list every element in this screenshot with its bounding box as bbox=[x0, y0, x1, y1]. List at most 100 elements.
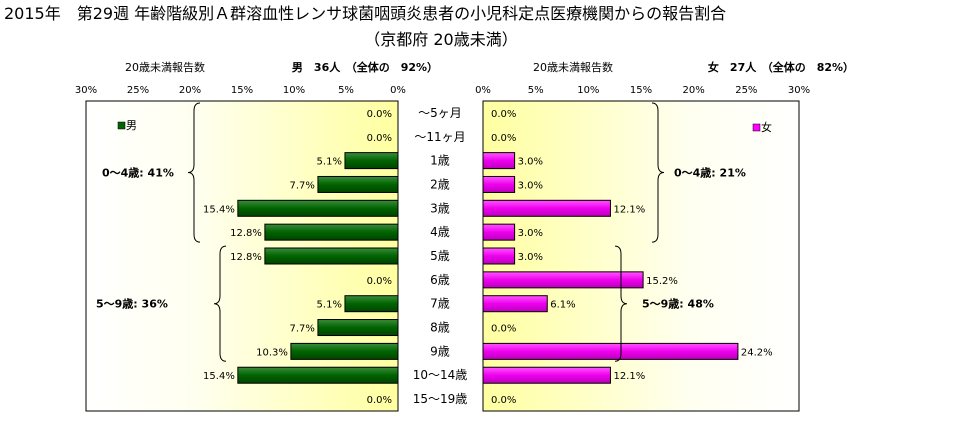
female-bar-8 bbox=[482, 271, 644, 289]
female-value-label-1: 0.0% bbox=[491, 109, 516, 120]
male-tick-label: 10% bbox=[283, 85, 305, 96]
female-value-label-3: 3.0% bbox=[518, 157, 543, 168]
male-tick-label: 30% bbox=[75, 85, 97, 96]
male-group-brace-1 bbox=[187, 102, 201, 243]
male-bar-5 bbox=[237, 199, 399, 217]
category-label-11: 9歳 bbox=[430, 344, 450, 358]
female-tick-label: 5% bbox=[528, 85, 544, 96]
category-label-1: ～5ヶ月 bbox=[418, 106, 462, 120]
female-bar-5 bbox=[482, 199, 611, 217]
male-header-total: 男 36人 （全体の 92%） bbox=[292, 60, 438, 74]
male-tick-label: 0% bbox=[390, 85, 406, 96]
male-value-label-5: 15.4% bbox=[203, 204, 235, 215]
category-label-8: 6歳 bbox=[430, 273, 450, 287]
male-bar-3 bbox=[344, 152, 399, 170]
female-bar-6 bbox=[482, 223, 516, 241]
male-panel: 20歳未満報告数 男 36人 （全体の 92%） 30% 25% 20% 15% 10%… bbox=[75, 60, 438, 412]
male-bar-10 bbox=[317, 319, 399, 337]
female-bar-9 bbox=[482, 295, 548, 313]
female-legend: 女 bbox=[752, 120, 772, 134]
female-value-label-2: 0.0% bbox=[491, 133, 516, 144]
male-value-label-9: 5.1% bbox=[317, 300, 342, 311]
female-tick-label: 15% bbox=[630, 85, 652, 96]
male-value-label-10: 7.7% bbox=[290, 324, 315, 335]
male-header-count-label: 20歳未満報告数 bbox=[125, 61, 205, 74]
male-tick-label: 25% bbox=[127, 85, 149, 96]
male-legend-label: 男 bbox=[126, 119, 137, 132]
male-tick-label: 15% bbox=[231, 85, 253, 96]
female-value-label-7: 3.0% bbox=[518, 252, 543, 263]
female-axis-ticks: 0% 5% 10% 15% 20% 25% 30% bbox=[475, 85, 810, 96]
category-label-10: 8歳 bbox=[430, 321, 450, 335]
male-value-label-8: 0.0% bbox=[367, 276, 392, 287]
female-value-label-4: 3.0% bbox=[518, 180, 543, 191]
male-value-label-2: 0.0% bbox=[367, 133, 392, 144]
female-value-label-8: 15.2% bbox=[646, 276, 678, 287]
male-tick-label: 5% bbox=[338, 85, 354, 96]
female-bar-7 bbox=[482, 247, 516, 265]
category-label-4: 2歳 bbox=[430, 177, 450, 191]
female-value-label-6: 3.0% bbox=[518, 228, 543, 239]
male-age-groups: 0～4歳: 41% 5～9歳: 36% bbox=[96, 102, 227, 362]
male-bar-6 bbox=[264, 223, 399, 241]
male-group-brace-2 bbox=[213, 245, 227, 362]
female-bar-12 bbox=[482, 366, 611, 384]
female-bar-11 bbox=[482, 342, 739, 360]
category-label-5: 3歳 bbox=[430, 201, 450, 215]
male-bar-9 bbox=[344, 295, 399, 313]
male-bar-11 bbox=[290, 342, 399, 360]
female-bar-4 bbox=[482, 175, 516, 193]
female-tick-label: 30% bbox=[788, 85, 810, 96]
female-value-label-5: 12.1% bbox=[613, 204, 645, 215]
female-group-brace-2 bbox=[614, 245, 628, 362]
female-tick-label: 20% bbox=[683, 85, 705, 96]
male-value-label-11: 10.3% bbox=[256, 347, 288, 358]
female-legend-swatch bbox=[752, 123, 761, 132]
category-label-9: 7歳 bbox=[430, 297, 450, 311]
female-group-label-1: 0～4歳: 21% bbox=[674, 166, 746, 180]
male-bar-7 bbox=[264, 247, 399, 265]
category-label-13: 15～19歳 bbox=[413, 392, 468, 406]
female-legend-label: 女 bbox=[761, 120, 772, 134]
category-label-7: 5歳 bbox=[430, 249, 450, 263]
male-value-label-12: 15.4% bbox=[203, 371, 235, 382]
male-bar-4 bbox=[317, 175, 399, 193]
chart-title: 2015年 第29週 年齢階級別Ａ群溶血性レンサ球菌咽頭炎患者の小児科定点医療機… bbox=[4, 4, 726, 23]
category-label-6: 4歳 bbox=[430, 225, 450, 239]
male-value-label-3: 5.1% bbox=[317, 157, 342, 168]
female-value-labels: 0.0% 0.0% 3.0% 3.0% 12.1% 3.0% 3.0% 15.2% 6.1% 0.… bbox=[491, 109, 773, 406]
female-group-brace-1 bbox=[651, 102, 665, 243]
female-value-label-9: 6.1% bbox=[550, 300, 575, 311]
female-age-groups: 0～4歳: 21% 5～9歳: 48% bbox=[614, 102, 746, 362]
male-value-label-4: 7.7% bbox=[290, 180, 315, 191]
chart-subtitle: （京都府 20歳未満） bbox=[364, 30, 517, 49]
female-header-total: 女 27人 （全体の 82%） bbox=[708, 60, 854, 74]
male-group-label-1: 0～4歳: 41% bbox=[102, 166, 174, 180]
female-panel: 20歳未満報告数 女 27人 （全体の 82%） 0% 5% 10% 15% 20% 25… bbox=[475, 60, 854, 412]
female-tick-label: 10% bbox=[577, 85, 599, 96]
male-axis-ticks: 30% 25% 20% 15% 10% 5% 0% bbox=[75, 85, 406, 96]
age-category-labels: ～5ヶ月 ～11ヶ月 1歳 2歳 3歳 4歳 5歳 6歳 7歳 8歳 9歳 10～14歳 15～19歳 bbox=[413, 106, 468, 406]
male-value-label-6: 12.8% bbox=[230, 228, 262, 239]
female-value-label-10: 0.0% bbox=[491, 324, 516, 335]
male-legend-swatch bbox=[117, 121, 126, 130]
female-header-count-label: 20歳未満報告数 bbox=[533, 61, 613, 74]
male-group-label-2: 5～9歳: 36% bbox=[96, 297, 168, 311]
male-bar-12 bbox=[237, 366, 399, 384]
male-legend: 男 bbox=[117, 119, 137, 132]
male-value-label-13: 0.0% bbox=[367, 395, 392, 406]
category-label-12: 10～14歳 bbox=[413, 368, 468, 382]
male-value-labels: 0.0% 0.0% 5.1% 7.7% 15.4% 12.8% 12.8% 0.0% 5.1% 7… bbox=[203, 109, 392, 406]
male-value-label-7: 12.8% bbox=[230, 252, 262, 263]
category-label-3: 1歳 bbox=[430, 154, 450, 168]
female-value-label-13: 0.0% bbox=[491, 395, 516, 406]
male-value-label-1: 0.0% bbox=[367, 109, 392, 120]
female-tick-label: 0% bbox=[475, 85, 491, 96]
male-bars bbox=[237, 152, 399, 384]
female-value-label-11: 24.2% bbox=[741, 347, 773, 358]
category-label-2: ～11ヶ月 bbox=[414, 130, 465, 144]
female-tick-label: 25% bbox=[735, 85, 757, 96]
female-bars bbox=[482, 152, 739, 384]
female-bar-3 bbox=[482, 152, 516, 170]
